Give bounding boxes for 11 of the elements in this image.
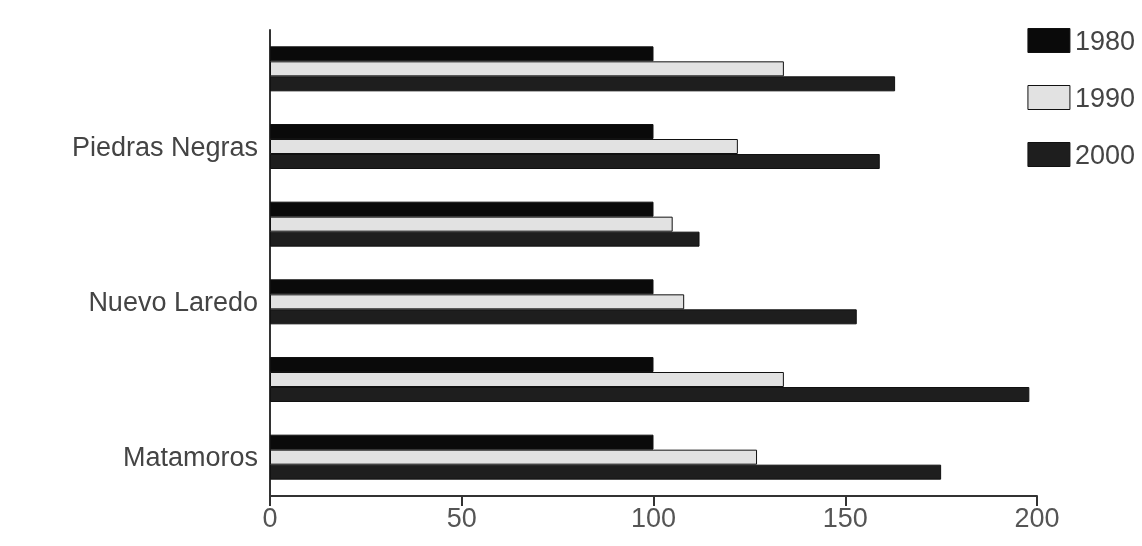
legend-label: 1980 <box>1074 25 1136 56</box>
x-tick-label: 0 <box>262 502 278 533</box>
x-tick-label: 200 <box>1014 502 1060 533</box>
x-tick-label: 100 <box>630 502 677 533</box>
x-tick-label: 150 <box>822 502 868 533</box>
legend-label: 1990 <box>1074 82 1136 113</box>
legend-label: 2000 <box>1074 139 1136 170</box>
y-tick-label: Nuevo Laredo <box>88 286 258 317</box>
y-tick-label: Piedras Negras <box>71 131 258 162</box>
x-tick-label: 50 <box>446 502 477 533</box>
y-tick-label: Matamoros <box>122 442 258 473</box>
